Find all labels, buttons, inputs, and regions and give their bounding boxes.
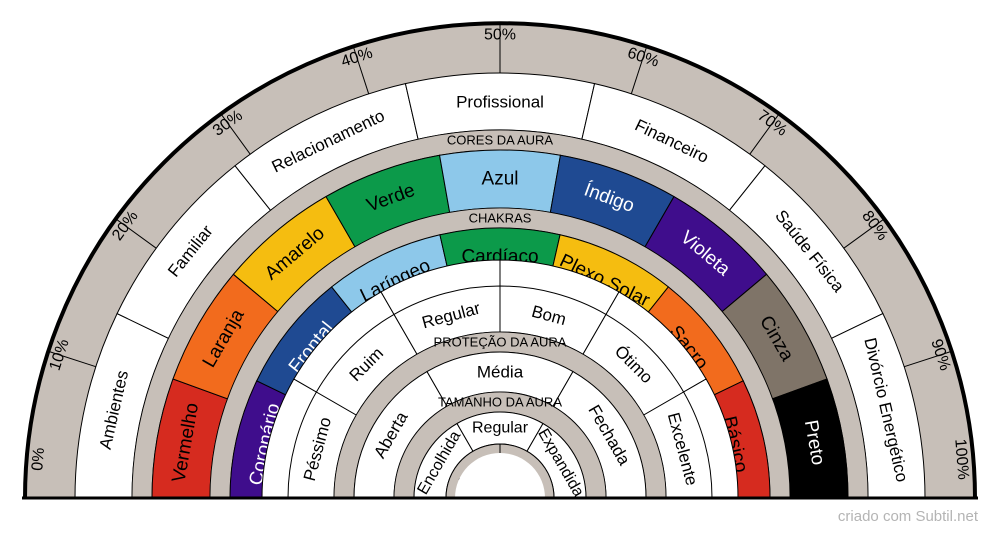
outer-rim: [23, 21, 977, 499]
protecao-aura-title: PROTEÇÃO DA AURA: [434, 335, 567, 350]
percentage-divider: [904, 350, 952, 368]
percentage-divider: [630, 46, 648, 94]
tamanho-aura-title: TAMANHO DA AURA: [438, 395, 562, 410]
center-hub: [455, 453, 545, 498]
percentage-divider: [352, 46, 370, 94]
percentage-divider: [115, 218, 157, 249]
percentage-label: 50%: [484, 27, 516, 44]
aura-color-label: Azul: [482, 169, 519, 190]
size-label: Regular: [472, 420, 529, 437]
percentage-divider: [749, 113, 780, 155]
chakras-title: CHAKRAS: [469, 211, 532, 226]
percentage-label: 0%: [29, 447, 48, 471]
protection-label: Média: [477, 363, 524, 382]
footer-credit: criado com Subtil.net: [837, 508, 978, 525]
area-label: Profissional: [456, 93, 544, 112]
percentage-divider: [220, 113, 251, 155]
cores-aura-title: CORES DA AURA: [447, 133, 554, 148]
percentage-label: 100%: [951, 438, 971, 480]
percentage-divider: [843, 218, 885, 249]
percentage-divider: [48, 350, 96, 368]
